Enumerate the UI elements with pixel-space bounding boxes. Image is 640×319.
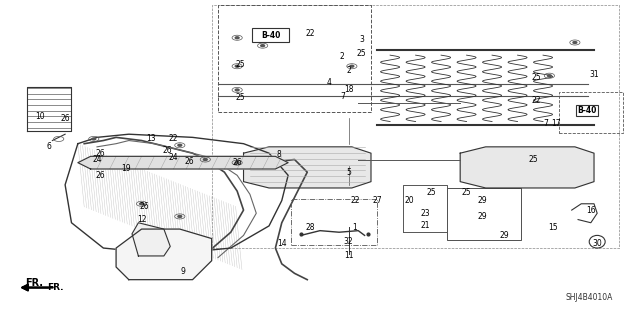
Text: 2: 2 — [346, 66, 351, 76]
Text: 26: 26 — [163, 145, 172, 154]
Text: 22: 22 — [532, 97, 541, 106]
Polygon shape — [244, 147, 371, 188]
Polygon shape — [132, 223, 170, 256]
Text: 31: 31 — [589, 70, 599, 78]
Text: 11: 11 — [344, 251, 353, 260]
FancyBboxPatch shape — [252, 28, 289, 41]
Text: 16: 16 — [586, 206, 596, 215]
Circle shape — [236, 37, 239, 39]
FancyArrowPatch shape — [22, 285, 48, 290]
Text: 25: 25 — [529, 155, 538, 164]
Text: 22: 22 — [169, 134, 178, 144]
Text: 29: 29 — [477, 196, 487, 205]
Bar — [559, 92, 623, 133]
Text: 7: 7 — [544, 119, 548, 128]
Text: 3: 3 — [359, 35, 364, 44]
Polygon shape — [116, 229, 212, 280]
Text: 4: 4 — [327, 78, 332, 86]
Polygon shape — [78, 156, 288, 169]
Text: B-40: B-40 — [577, 106, 596, 115]
Circle shape — [236, 65, 239, 67]
Text: FR.: FR. — [26, 278, 44, 287]
Circle shape — [236, 162, 239, 164]
Text: 24: 24 — [92, 155, 102, 164]
Text: 30: 30 — [592, 239, 602, 248]
Circle shape — [350, 65, 354, 67]
Bar — [291, 199, 378, 245]
Text: 18: 18 — [344, 85, 353, 94]
Text: 25: 25 — [461, 188, 472, 197]
Circle shape — [92, 138, 96, 140]
Text: 13: 13 — [147, 134, 156, 144]
Text: 26: 26 — [140, 203, 150, 211]
Circle shape — [178, 144, 182, 146]
Text: 6: 6 — [47, 142, 52, 151]
Text: 7: 7 — [340, 92, 345, 101]
Circle shape — [178, 215, 182, 217]
Text: 1: 1 — [353, 223, 357, 232]
Text: 26: 26 — [95, 171, 105, 180]
Text: 15: 15 — [548, 223, 557, 232]
Text: 29: 29 — [477, 212, 487, 221]
Text: B-40: B-40 — [261, 31, 280, 40]
Text: 25: 25 — [427, 188, 436, 197]
Text: 23: 23 — [420, 209, 430, 218]
Bar — [447, 188, 521, 240]
Circle shape — [140, 203, 143, 205]
Text: 32: 32 — [344, 237, 353, 246]
Text: 26: 26 — [60, 114, 70, 123]
Text: 22: 22 — [306, 28, 315, 38]
Text: 28: 28 — [306, 223, 315, 232]
Circle shape — [260, 45, 264, 47]
Text: SHJ4B4010A: SHJ4B4010A — [566, 293, 613, 301]
Text: FR.: FR. — [47, 283, 64, 292]
Text: 26: 26 — [232, 158, 242, 167]
Text: 25: 25 — [356, 49, 366, 58]
Text: 25: 25 — [236, 93, 245, 102]
Text: 26: 26 — [95, 149, 105, 158]
Text: 14: 14 — [277, 239, 287, 248]
Text: 2: 2 — [340, 52, 345, 61]
Text: 27: 27 — [372, 196, 382, 205]
Text: 21: 21 — [420, 221, 430, 230]
Text: 25: 25 — [236, 60, 245, 69]
Circle shape — [547, 75, 551, 77]
Text: 19: 19 — [121, 165, 131, 174]
Text: 24: 24 — [168, 153, 179, 162]
Text: 26: 26 — [184, 157, 194, 166]
Text: 8: 8 — [276, 150, 281, 159]
Text: 5: 5 — [346, 168, 351, 177]
Text: 10: 10 — [35, 112, 44, 121]
Circle shape — [204, 159, 207, 160]
Circle shape — [236, 89, 239, 91]
Text: 22: 22 — [350, 196, 360, 205]
Text: 20: 20 — [404, 196, 414, 205]
Text: 17: 17 — [551, 119, 561, 128]
Circle shape — [573, 41, 577, 43]
Text: 25: 25 — [532, 73, 541, 82]
Text: 9: 9 — [180, 267, 186, 276]
Text: 12: 12 — [137, 215, 147, 224]
Polygon shape — [460, 147, 594, 188]
Text: 29: 29 — [500, 231, 509, 240]
